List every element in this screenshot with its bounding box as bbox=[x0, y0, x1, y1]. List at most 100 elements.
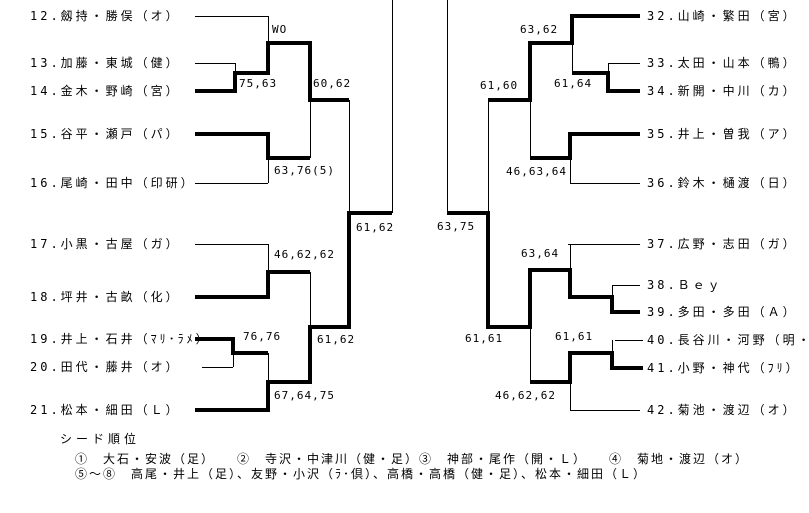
entry-32: 32.山崎・繁田（宮） bbox=[647, 9, 798, 23]
bracket-line bbox=[202, 367, 233, 368]
bracket-line-winner bbox=[195, 337, 233, 341]
bracket-line-winner bbox=[266, 156, 310, 160]
entry-42: 42.菊池・渡辺（オ） bbox=[647, 403, 798, 417]
score-m37v39: 63,64 bbox=[521, 247, 560, 260]
bracket-join-winner bbox=[568, 132, 572, 160]
bracket-line-winner bbox=[611, 366, 643, 370]
bracket-join bbox=[570, 382, 571, 410]
seed-list-row-2: ⑤～⑧ 高尾・井上（足）、友野・小沢（ﾗ･倶）、高橋・高橋（健・足）、松本・細田… bbox=[75, 467, 648, 481]
score-m13v14: 75,63 bbox=[239, 77, 278, 90]
bracket-line-winner bbox=[195, 132, 268, 136]
bracket-join bbox=[530, 327, 531, 382]
bracket-join bbox=[268, 244, 269, 272]
bracket-line-winner bbox=[266, 270, 310, 274]
score-walkover: WO bbox=[272, 23, 288, 36]
bracket-line-winner bbox=[266, 41, 310, 45]
entry-15: 15.谷平・瀬戸（パ） bbox=[30, 127, 181, 141]
score-m17v18: 46,62,62 bbox=[274, 248, 335, 261]
bracket-line-winner bbox=[447, 211, 490, 215]
entry-21: 21.松本・細田（Ｌ） bbox=[30, 403, 181, 417]
score-m19v20: 76,76 bbox=[243, 330, 282, 343]
bracket-line-winner bbox=[308, 325, 349, 329]
bracket-join bbox=[612, 340, 613, 353]
bracket-join-winner bbox=[231, 337, 235, 355]
bracket-line-winner bbox=[570, 351, 614, 355]
bracket-join bbox=[268, 353, 269, 382]
score-qf-top-left: 60,62 bbox=[313, 77, 352, 90]
bracket-line-winner bbox=[568, 132, 640, 136]
entry-19: 19.井上・石井（ﾏﾘ･ﾗﾒ） bbox=[30, 332, 211, 346]
entry-14: 14.金木・野崎（宮） bbox=[30, 84, 181, 98]
bracket-line-winner bbox=[195, 295, 268, 299]
bracket-join bbox=[268, 158, 269, 183]
bracket-join bbox=[235, 63, 236, 73]
bracket-join-winner bbox=[308, 325, 312, 384]
bracket-line-winner bbox=[606, 89, 640, 93]
bracket-line bbox=[570, 183, 640, 184]
score-qf-bottom-right: 61,61 bbox=[465, 332, 504, 345]
bracket-join-winner bbox=[568, 268, 572, 299]
score-m40v41: 61,61 bbox=[555, 330, 594, 343]
bracket-join bbox=[572, 43, 573, 73]
bracket-line bbox=[195, 63, 235, 64]
score-m41v42: 46,62,62 bbox=[495, 389, 556, 402]
bracket-line-winner bbox=[308, 98, 349, 102]
bracket-line-winner bbox=[570, 295, 614, 299]
bracket-join-winner bbox=[308, 41, 312, 102]
bracket-line-winner bbox=[347, 211, 392, 215]
bracket-join-winner bbox=[568, 351, 572, 384]
entry-13: 13.加藤・東城（健） bbox=[30, 56, 181, 70]
entry-20: 20.田代・藤井（オ） bbox=[30, 360, 181, 374]
entry-38: 38.Ｂｅｙ bbox=[647, 278, 723, 292]
bracket-line bbox=[612, 285, 640, 286]
score-sf-left: 61,62 bbox=[356, 221, 395, 234]
bracket-join-winner bbox=[266, 41, 270, 75]
entry-33: 33.太田・山本（鴨） bbox=[647, 56, 798, 70]
score-m32v34: 63,62 bbox=[520, 23, 559, 36]
bracket-join bbox=[310, 100, 311, 158]
score-m15v16: 63,76(5) bbox=[274, 164, 335, 177]
score-qf-top-right: 61,60 bbox=[480, 79, 519, 92]
seed-list-row-1: ① 大石・安波（足） ② 寺沢・中津川（健・足）③ 神部・尾作（開・Ｌ） ④ 菊… bbox=[75, 452, 750, 466]
bracket-line-winner bbox=[530, 268, 572, 272]
bracket-join bbox=[570, 158, 571, 183]
bracket-line bbox=[570, 410, 640, 411]
bracket-join bbox=[612, 285, 613, 297]
bracket-join bbox=[310, 272, 311, 327]
bracket-join bbox=[570, 244, 571, 270]
score-m35v36: 46,63,64 bbox=[506, 165, 567, 178]
bracket-join-winner bbox=[528, 268, 532, 329]
entry-35: 35.井上・曽我（ア） bbox=[647, 127, 798, 141]
bracket-line bbox=[568, 244, 640, 245]
bracket-line-winner bbox=[530, 41, 574, 45]
bracket-line-winner bbox=[530, 380, 572, 384]
score-m19v21: 67,64,75 bbox=[274, 389, 335, 402]
bracket-line-winner bbox=[195, 89, 235, 93]
score-qf-bottom-left: 61,62 bbox=[317, 333, 356, 346]
bracket-join-winner bbox=[610, 351, 614, 370]
bracket-line bbox=[195, 16, 268, 17]
bracket-line-winner bbox=[235, 71, 268, 75]
bracket-join-winner bbox=[610, 295, 614, 314]
bracket-join bbox=[349, 100, 350, 213]
bracket-join bbox=[530, 100, 531, 158]
bracket-line-winner bbox=[488, 325, 532, 329]
bracket-line-winner bbox=[195, 408, 268, 412]
bracket-join bbox=[488, 100, 489, 213]
final-connector-left bbox=[392, 0, 393, 213]
bracket-line-winner bbox=[530, 156, 572, 160]
score-sf-right: 63,75 bbox=[437, 220, 476, 233]
bracket-line bbox=[195, 183, 268, 184]
bracket-line bbox=[195, 244, 268, 245]
score-m33v34: 61,64 bbox=[554, 77, 593, 90]
entry-37: 37.広野・志田（ガ） bbox=[647, 237, 798, 251]
entry-36: 36.鈴木・樋渡（日） bbox=[647, 176, 798, 190]
bracket-join bbox=[268, 16, 269, 43]
bracket-join-winner bbox=[347, 211, 351, 329]
bracket-line-winner bbox=[570, 14, 640, 18]
seed-list-title: シード順位 bbox=[60, 432, 141, 446]
entry-34: 34.新開・中川（カ） bbox=[647, 84, 798, 98]
entry-16: 16.尾崎・田中（印研） bbox=[30, 176, 196, 190]
entry-41: 41.小野・神代（ﾌﾘ） bbox=[647, 361, 801, 375]
